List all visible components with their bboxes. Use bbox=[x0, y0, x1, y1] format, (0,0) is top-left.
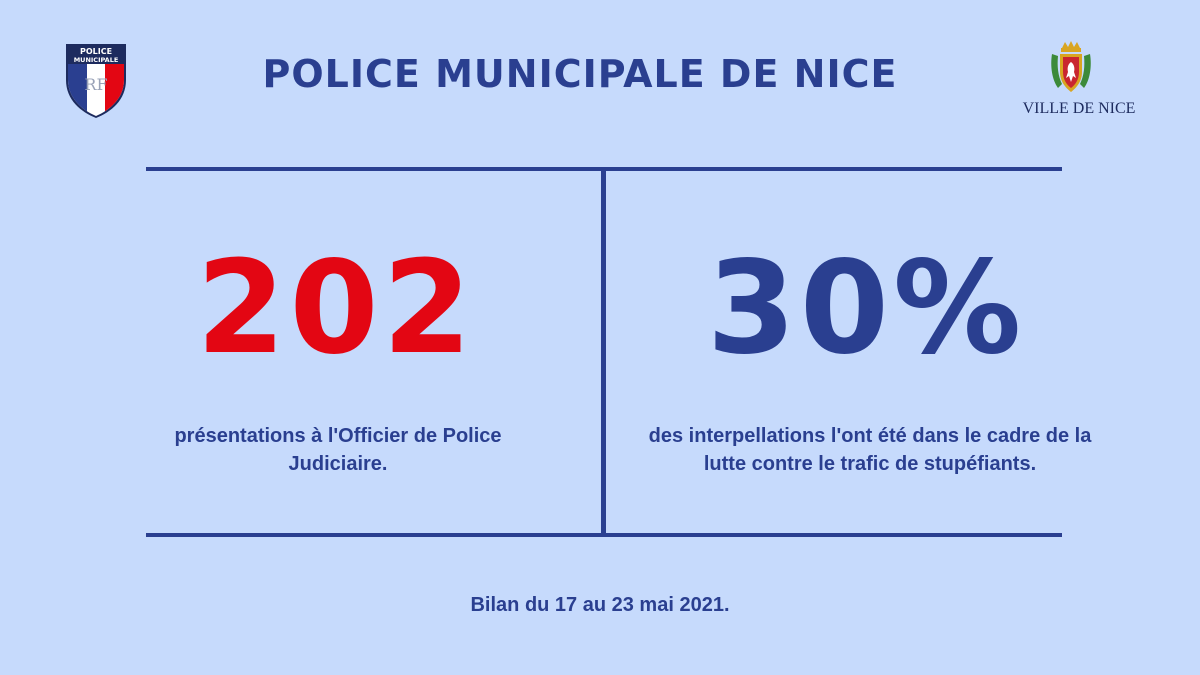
bottom-divider bbox=[146, 533, 1062, 537]
badge-monogram: RF bbox=[84, 75, 107, 94]
footer-period: Bilan du 17 au 23 mai 2021. bbox=[470, 594, 730, 616]
stat-value-percentage: 30% bbox=[706, 234, 1026, 383]
stat-label-presentations: présentations à l'Officier de Police Jud… bbox=[174, 425, 502, 475]
stat-value-presentations: 202 bbox=[196, 234, 476, 383]
ville-de-nice-crest-icon bbox=[1051, 41, 1091, 92]
center-divider bbox=[601, 169, 606, 533]
police-municipale-badge-icon: POLICE MUNICIPALE RF bbox=[66, 44, 126, 118]
stat-label-percentage: des interpellations l'ont été dans le ca… bbox=[648, 425, 1092, 475]
badge-text-municipale: MUNICIPALE bbox=[74, 56, 119, 64]
ville-de-nice-label: VILLE DE NICE bbox=[1022, 100, 1136, 117]
badge-text-police: POLICE bbox=[80, 47, 112, 56]
page-title: POLICE MUNICIPALE DE NICE bbox=[262, 52, 898, 96]
